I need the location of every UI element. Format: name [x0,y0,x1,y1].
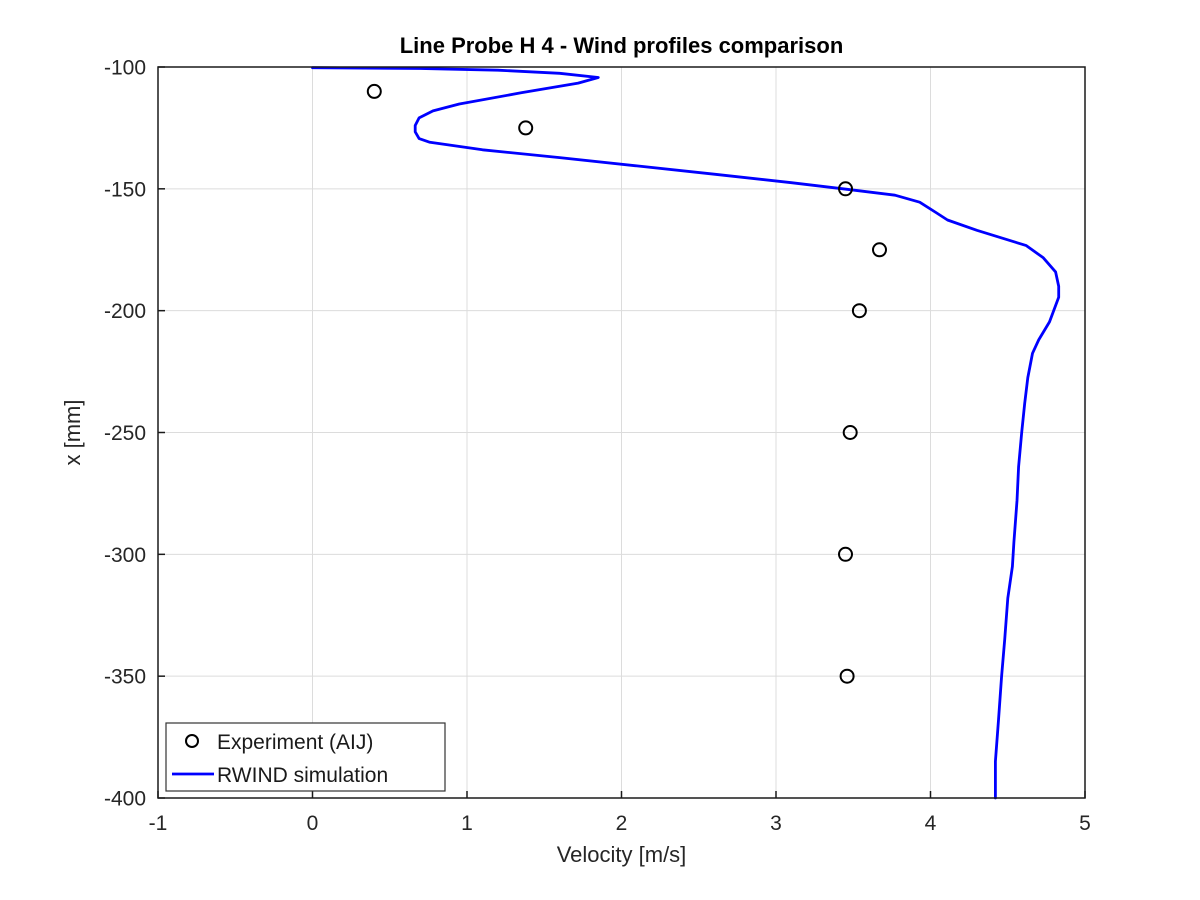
x-tick-label: -1 [149,812,168,835]
experiment-data-point [518,120,534,136]
x-tick-label: 3 [770,812,782,835]
legend: Experiment (AIJ) RWIND simulation [165,722,446,792]
x-tick-label: 2 [616,812,628,835]
x-tick-label: 4 [925,812,937,835]
x-tick-label: 1 [461,812,473,835]
experiment-data-point [839,668,855,684]
experiment-data-point [851,303,867,319]
y-tick-label: -150 [104,178,146,201]
legend-marker-experiment-icon [185,734,199,748]
y-tick-label: -350 [104,666,146,689]
series-line-rwind-simulation [311,66,1061,800]
x-tick-label: 0 [307,812,319,835]
x-tick-label: 5 [1079,812,1091,835]
experiment-data-point [872,242,887,258]
experiment-data-point [842,425,858,440]
y-tick-label: -100 [104,57,146,80]
y-tick-label: -300 [104,544,146,567]
y-tick-label: -200 [104,300,146,323]
experiment-data-point [366,83,382,99]
y-axis-label: x [mm] [60,400,85,466]
x-axis-label: Velocity [m/s] [557,842,687,867]
y-tick-label: -400 [104,788,146,811]
legend-label-simulation: RWIND simulation [217,764,388,787]
experiment-data-point [838,546,853,562]
y-tick-label: -250 [104,422,146,445]
legend-box [165,722,446,792]
chart-title: Line Probe H 4 - Wind profiles compariso… [400,33,844,58]
experiment-data-point [838,181,853,197]
legend-label-experiment: Experiment (AIJ) [217,731,373,754]
